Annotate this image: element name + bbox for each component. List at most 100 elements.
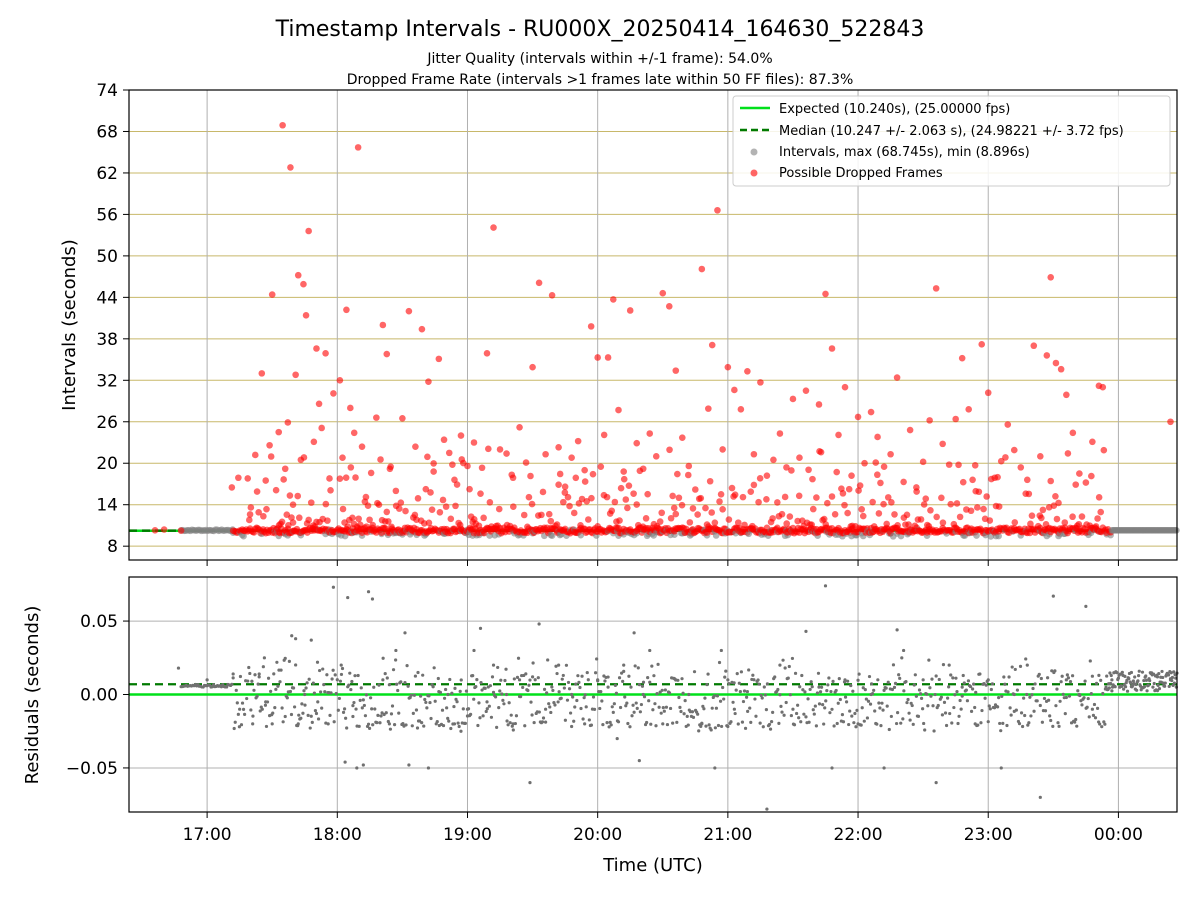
dropped-frame-point: [452, 502, 459, 510]
residual-point: [387, 722, 391, 726]
dropped-frame-point: [435, 355, 443, 363]
residual-point: [983, 696, 987, 700]
residual-point: [683, 699, 687, 703]
residual-point: [472, 648, 476, 653]
residual-point: [971, 687, 975, 691]
residual-point: [484, 709, 488, 714]
residual-point: [261, 665, 265, 669]
residual-point: [1015, 688, 1019, 692]
residual-point: [348, 671, 352, 675]
residual-point: [236, 712, 240, 716]
residual-point: [739, 670, 743, 674]
dropped-frame-point: [1089, 438, 1096, 446]
residual-point: [960, 694, 964, 698]
residual-point: [869, 692, 873, 697]
residual-point: [1115, 671, 1119, 675]
dropped-frame-point: [894, 521, 901, 529]
residual-point: [1009, 713, 1013, 717]
dropped-frame-point: [731, 386, 738, 394]
dropped-frame-point: [845, 485, 853, 493]
residual-point: [345, 726, 349, 730]
x-tick-label: 21:00: [703, 825, 752, 845]
residual-point: [778, 693, 782, 697]
residual-point: [381, 678, 385, 682]
legend-expected-label: Expected (10.240s), (25.00000 fps): [779, 102, 1010, 117]
dropped-frame-point: [424, 453, 431, 461]
residual-point: [660, 688, 664, 692]
residual-point: [547, 702, 551, 706]
residual-point: [712, 694, 716, 698]
residual-point: [961, 673, 965, 678]
residual-point: [1110, 678, 1114, 682]
residual-point: [601, 723, 605, 727]
residual-point: [389, 712, 394, 716]
residual-point: [557, 663, 561, 667]
residual-point: [1105, 674, 1109, 678]
residual-point: [253, 673, 257, 677]
residual-point: [1125, 689, 1130, 693]
residual-point: [387, 683, 391, 687]
residual-point: [331, 585, 335, 589]
residual-point: [692, 670, 697, 674]
dropped-frame-point: [324, 517, 331, 524]
dropped-frame-point: [281, 465, 289, 473]
residual-point: [872, 688, 876, 692]
intervals-y-tick-label: 68: [96, 122, 118, 142]
dropped-frame-point: [809, 505, 817, 513]
residual-point: [675, 720, 679, 724]
dropped-frame-point: [1027, 520, 1034, 528]
dropped-frame-point: [667, 514, 675, 522]
residual-point: [748, 706, 752, 710]
residual-point: [225, 685, 229, 689]
dropped-frame-point: [659, 289, 667, 297]
dropped-frame-point: [548, 291, 556, 299]
dropped-frame-point: [456, 521, 464, 529]
residual-point: [440, 708, 445, 712]
residuals-points: [176, 584, 1179, 811]
residual-point: [608, 720, 612, 724]
residual-point: [990, 682, 994, 686]
residual-point: [1144, 674, 1148, 678]
dropped-frame-point: [883, 520, 890, 528]
residual-point: [326, 722, 330, 726]
residual-point: [812, 712, 816, 716]
residual-point: [836, 701, 840, 705]
dropped-frame-point: [522, 459, 530, 466]
dropped-frame-point: [364, 502, 372, 509]
residual-point: [831, 679, 835, 683]
residual-point: [548, 705, 552, 709]
residual-point: [607, 725, 611, 729]
residual-point: [338, 679, 343, 683]
residual-point: [905, 700, 909, 705]
dropped-frame-point: [275, 428, 283, 436]
residual-point: [757, 682, 761, 686]
residual-point: [997, 696, 1001, 700]
dropped-frame-point: [694, 511, 701, 518]
dropped-frame-point: [991, 474, 999, 482]
dropped-frame-point: [344, 523, 352, 530]
dropped-frame-point: [717, 490, 725, 498]
dropped-frame-point: [859, 512, 867, 520]
dropped-frame-point: [387, 463, 394, 470]
residual-point: [504, 692, 509, 697]
residual-point: [850, 714, 854, 718]
residual-point: [925, 692, 929, 696]
residual-point: [431, 685, 435, 689]
residual-point: [1002, 675, 1006, 679]
residual-point: [1134, 682, 1138, 687]
residual-point: [919, 696, 924, 700]
residual-point: [667, 691, 672, 695]
residual-point: [957, 714, 961, 718]
residual-point: [243, 712, 247, 716]
residual-point: [1163, 681, 1167, 685]
residual-point: [230, 682, 234, 686]
residual-point: [1051, 724, 1055, 728]
residual-point: [1167, 684, 1171, 689]
dropped-frame-point: [1030, 342, 1038, 350]
residual-point: [275, 660, 279, 664]
dropped-frame-point: [872, 459, 880, 466]
dropped-frame-point: [666, 446, 673, 454]
residual-point: [815, 691, 820, 695]
dropped-frame-point: [553, 521, 561, 528]
residual-point: [665, 722, 670, 727]
